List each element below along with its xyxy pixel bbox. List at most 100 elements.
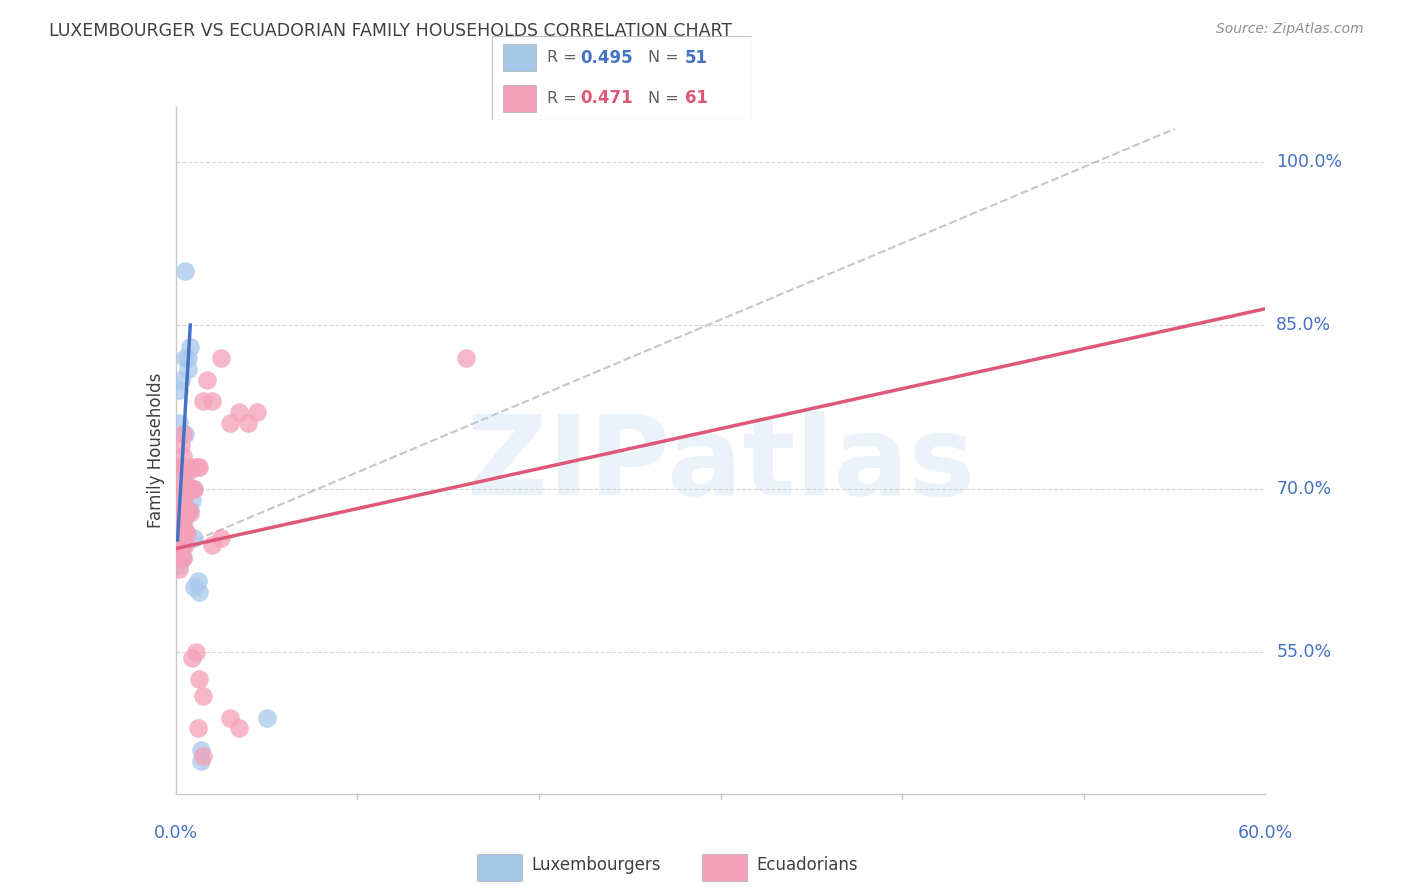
Point bbox=[169, 503, 191, 517]
Point bbox=[228, 405, 250, 419]
Point bbox=[170, 538, 193, 552]
Point bbox=[179, 482, 201, 496]
Point bbox=[169, 520, 191, 534]
Point bbox=[176, 459, 198, 474]
Point bbox=[173, 263, 195, 277]
FancyBboxPatch shape bbox=[502, 45, 536, 71]
Point bbox=[170, 438, 193, 452]
Point bbox=[186, 574, 209, 589]
Point bbox=[209, 531, 232, 545]
Text: 85.0%: 85.0% bbox=[1277, 316, 1331, 334]
Point bbox=[173, 523, 195, 537]
Point bbox=[238, 416, 260, 430]
Text: N =: N = bbox=[648, 50, 685, 65]
Point bbox=[166, 541, 188, 556]
Point bbox=[173, 503, 195, 517]
Point bbox=[183, 482, 205, 496]
Point bbox=[169, 562, 191, 576]
Point bbox=[172, 492, 194, 507]
Point bbox=[169, 512, 191, 526]
Point bbox=[188, 459, 211, 474]
Point bbox=[173, 525, 195, 540]
Point bbox=[172, 516, 194, 531]
Point bbox=[195, 373, 218, 387]
Point bbox=[173, 459, 195, 474]
Y-axis label: Family Households: Family Households bbox=[146, 373, 165, 528]
Point bbox=[176, 527, 198, 541]
Point bbox=[209, 351, 232, 365]
Point bbox=[172, 538, 194, 552]
Text: 0.0%: 0.0% bbox=[153, 824, 198, 842]
Point bbox=[170, 514, 193, 528]
Point bbox=[201, 538, 224, 552]
Text: ZIPatlas: ZIPatlas bbox=[467, 410, 974, 517]
Point bbox=[170, 503, 193, 517]
Point bbox=[169, 503, 191, 517]
Point bbox=[173, 538, 195, 552]
Point bbox=[166, 508, 188, 523]
Text: 70.0%: 70.0% bbox=[1277, 480, 1331, 498]
Point bbox=[170, 525, 193, 540]
Text: Source: ZipAtlas.com: Source: ZipAtlas.com bbox=[1216, 22, 1364, 37]
Point bbox=[219, 710, 242, 724]
Point bbox=[181, 650, 204, 665]
Text: 55.0%: 55.0% bbox=[1277, 643, 1331, 661]
Point bbox=[190, 743, 212, 757]
Point bbox=[186, 459, 209, 474]
Point bbox=[173, 351, 195, 365]
Point bbox=[173, 482, 195, 496]
Point bbox=[170, 545, 193, 559]
Point bbox=[169, 482, 191, 496]
Point bbox=[183, 580, 205, 594]
Point bbox=[170, 503, 193, 517]
Point bbox=[228, 722, 250, 736]
Text: 0.495: 0.495 bbox=[581, 49, 633, 67]
Point bbox=[183, 531, 205, 545]
Point bbox=[166, 498, 188, 512]
Point bbox=[166, 536, 188, 550]
Text: R =: R = bbox=[547, 50, 582, 65]
Text: 100.0%: 100.0% bbox=[1277, 153, 1343, 170]
Point bbox=[181, 492, 204, 507]
Text: 61: 61 bbox=[685, 89, 707, 107]
Point bbox=[173, 503, 195, 517]
Point bbox=[166, 525, 188, 540]
Point bbox=[246, 405, 269, 419]
FancyBboxPatch shape bbox=[703, 855, 748, 881]
Point bbox=[191, 748, 214, 763]
Point bbox=[166, 514, 188, 528]
Text: 51: 51 bbox=[685, 49, 707, 67]
FancyBboxPatch shape bbox=[492, 36, 752, 120]
Point bbox=[183, 482, 205, 496]
Point bbox=[169, 536, 191, 550]
Point bbox=[188, 585, 211, 599]
Point bbox=[169, 549, 191, 564]
Point bbox=[172, 551, 194, 566]
Point bbox=[172, 459, 194, 474]
Point bbox=[166, 547, 188, 561]
Point bbox=[169, 549, 191, 564]
Point bbox=[169, 538, 191, 552]
Point bbox=[172, 471, 194, 485]
Point bbox=[169, 384, 191, 398]
Point bbox=[176, 482, 198, 496]
Point bbox=[456, 351, 478, 365]
Point bbox=[170, 536, 193, 550]
Point bbox=[172, 536, 194, 550]
Point bbox=[172, 427, 194, 442]
Point bbox=[169, 459, 191, 474]
Point bbox=[170, 525, 193, 540]
Point bbox=[176, 506, 198, 520]
Point bbox=[177, 483, 200, 498]
Point bbox=[166, 547, 188, 561]
Point bbox=[219, 416, 242, 430]
Text: R =: R = bbox=[547, 91, 582, 106]
Point bbox=[191, 394, 214, 409]
Point bbox=[190, 754, 212, 768]
Text: LUXEMBOURGER VS ECUADORIAN FAMILY HOUSEHOLDS CORRELATION CHART: LUXEMBOURGER VS ECUADORIAN FAMILY HOUSEH… bbox=[49, 22, 733, 40]
Text: Ecuadorians: Ecuadorians bbox=[756, 856, 858, 874]
Point bbox=[186, 722, 209, 736]
Point bbox=[166, 503, 188, 517]
Point bbox=[183, 459, 205, 474]
Text: 0.471: 0.471 bbox=[581, 89, 633, 107]
